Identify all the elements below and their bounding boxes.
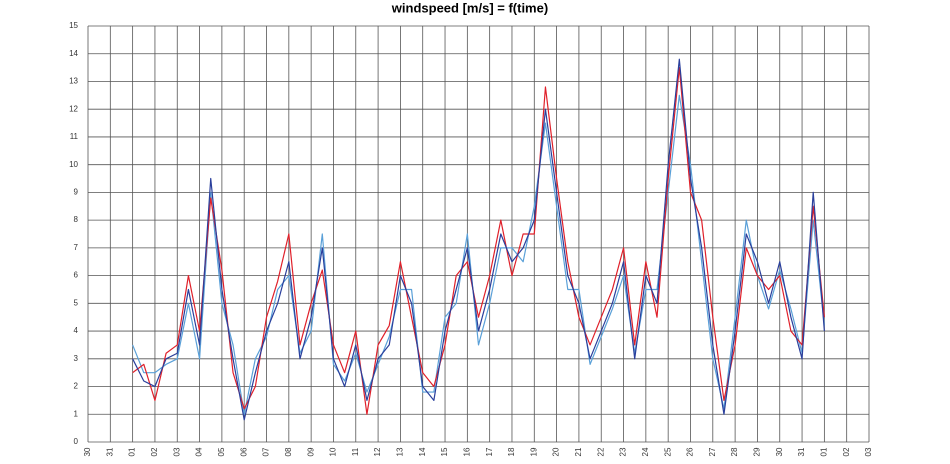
x-tick-label: 13 <box>396 447 405 456</box>
x-tick-label: 30 <box>775 447 784 456</box>
x-tick-label: 05 <box>217 447 226 456</box>
y-tick-label: 0 <box>74 437 79 446</box>
y-tick-label: 5 <box>74 298 79 307</box>
x-tick-label: 12 <box>373 447 382 456</box>
series-line <box>132 67 825 415</box>
x-tick-label: 03 <box>172 447 181 456</box>
x-tick-label: 07 <box>262 447 271 456</box>
x-tick-label: 09 <box>306 447 315 456</box>
y-tick-label: 14 <box>69 49 78 58</box>
y-tick-label: 1 <box>74 409 79 418</box>
x-tick-label: 18 <box>507 447 516 456</box>
x-tick-label: 16 <box>462 447 471 456</box>
x-tick-label: 22 <box>596 447 605 456</box>
y-tick-label: 4 <box>74 326 79 335</box>
x-tick-label: 11 <box>351 447 360 456</box>
x-tick-label: 31 <box>105 447 114 456</box>
x-tick-label: 29 <box>753 447 762 456</box>
x-tick-label: 20 <box>552 447 561 456</box>
y-tick-label: 10 <box>69 160 78 169</box>
y-tick-label: 2 <box>74 382 79 391</box>
y-tick-label: 8 <box>74 215 79 224</box>
x-tick-label: 02 <box>842 447 851 456</box>
x-tick-label: 01 <box>128 447 137 456</box>
y-tick-label: 7 <box>74 243 79 252</box>
series-line <box>132 94 825 415</box>
y-tick-label: 3 <box>74 354 79 363</box>
chart-title: windspeed [m/s] = f(time) <box>391 0 548 15</box>
x-tick-label: 19 <box>529 447 538 456</box>
x-tick-label: 06 <box>239 447 248 456</box>
x-tick-label: 27 <box>708 447 717 456</box>
x-tick-label: 17 <box>485 447 494 456</box>
x-tick-label: 10 <box>329 447 338 456</box>
x-tick-label: 31 <box>797 447 806 456</box>
x-tick-label: 04 <box>195 447 204 456</box>
x-tick-label: 03 <box>864 447 873 456</box>
x-tick-label: 23 <box>619 447 628 456</box>
x-tick-label: 28 <box>730 447 739 456</box>
y-tick-label: 15 <box>69 21 78 30</box>
x-tick-label: 30 <box>83 447 92 456</box>
y-tick-label: 13 <box>69 77 78 86</box>
y-tick-label: 12 <box>69 104 78 113</box>
y-tick-label: 11 <box>70 132 79 141</box>
x-tick-label: 14 <box>418 447 427 456</box>
x-tick-label: 24 <box>641 447 650 456</box>
x-tick-label: 01 <box>819 447 828 456</box>
series-line <box>132 58 825 421</box>
x-tick-label: 21 <box>574 447 583 456</box>
x-tick-label: 25 <box>663 447 672 456</box>
x-tick-label: 08 <box>284 447 293 456</box>
x-tick-label: 02 <box>150 447 159 456</box>
y-tick-label: 9 <box>74 188 79 197</box>
x-tick-label: 15 <box>440 447 449 456</box>
x-tick-label: 26 <box>686 447 695 456</box>
y-tick-label: 6 <box>74 271 79 280</box>
